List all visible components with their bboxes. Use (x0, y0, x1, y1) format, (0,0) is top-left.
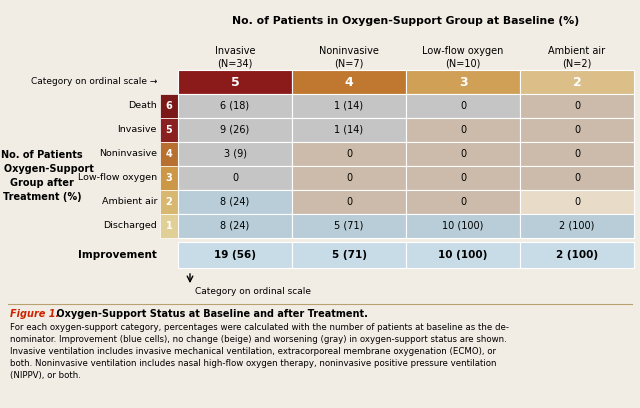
Text: 0: 0 (460, 173, 466, 183)
Text: Category on ordinal scale: Category on ordinal scale (195, 287, 311, 296)
Bar (520, 242, 634, 268)
Text: 10 (100): 10 (100) (438, 250, 488, 260)
Bar (406, 70, 520, 94)
Bar (520, 166, 634, 190)
Text: Death: Death (128, 102, 157, 111)
Bar (178, 166, 292, 190)
Bar (292, 214, 406, 238)
Text: 0: 0 (232, 173, 238, 183)
Text: 2 (100): 2 (100) (559, 221, 595, 231)
Bar (178, 190, 292, 214)
Text: 0: 0 (460, 149, 466, 159)
Text: both. Noninvasive ventilation includes nasal high-flow oxygen therapy, noninvasi: both. Noninvasive ventilation includes n… (10, 359, 497, 368)
Text: 8 (24): 8 (24) (220, 221, 250, 231)
Text: 2: 2 (573, 75, 581, 89)
Text: 3: 3 (459, 75, 467, 89)
Text: Invasive ventilation includes invasive mechanical ventilation, extracorporeal me: Invasive ventilation includes invasive m… (10, 347, 496, 356)
Text: 1 (14): 1 (14) (335, 101, 364, 111)
Text: 9 (26): 9 (26) (220, 125, 250, 135)
Bar (178, 142, 292, 166)
Bar (292, 242, 406, 268)
Bar (292, 166, 406, 190)
Bar (160, 118, 178, 142)
Bar (178, 242, 292, 268)
Bar (160, 94, 178, 118)
Text: Invasive
(N=34): Invasive (N=34) (215, 46, 255, 69)
Text: 1: 1 (166, 221, 172, 231)
Text: 5: 5 (166, 125, 172, 135)
Bar (160, 142, 178, 166)
Bar (292, 70, 406, 94)
Text: No. of Patients
in Oxygen-Support
Group after
Treatment (%): No. of Patients in Oxygen-Support Group … (0, 151, 94, 202)
Text: 10 (100): 10 (100) (442, 221, 484, 231)
Bar (178, 214, 292, 238)
Text: Figure 1.: Figure 1. (10, 309, 60, 319)
Text: 2 (100): 2 (100) (556, 250, 598, 260)
Text: Low-flow oxygen
(N=10): Low-flow oxygen (N=10) (422, 46, 504, 69)
Bar (520, 142, 634, 166)
Text: Improvement: Improvement (78, 250, 157, 260)
Text: 0: 0 (346, 197, 352, 207)
Text: (NIPPV), or both.: (NIPPV), or both. (10, 371, 81, 380)
Bar (160, 214, 178, 238)
Text: 0: 0 (574, 197, 580, 207)
Text: 0: 0 (346, 149, 352, 159)
Text: For each oxygen-support category, percentages were calculated with the number of: For each oxygen-support category, percen… (10, 323, 509, 332)
Text: 2: 2 (166, 197, 172, 207)
Text: Low-flow oxygen: Low-flow oxygen (78, 173, 157, 182)
Text: Noninvasive
(N=7): Noninvasive (N=7) (319, 46, 379, 69)
Bar (406, 214, 520, 238)
Bar (406, 242, 520, 268)
Text: 8 (24): 8 (24) (220, 197, 250, 207)
Text: No. of Patients in Oxygen-Support Group at Baseline (%): No. of Patients in Oxygen-Support Group … (232, 16, 580, 26)
Bar (292, 118, 406, 142)
Text: 6: 6 (166, 101, 172, 111)
Bar (178, 70, 292, 94)
Bar (406, 94, 520, 118)
Bar (406, 142, 520, 166)
Bar (406, 166, 520, 190)
Text: 0: 0 (574, 101, 580, 111)
Text: Ambient air: Ambient air (102, 197, 157, 206)
Text: 4: 4 (344, 75, 353, 89)
Text: 5: 5 (230, 75, 239, 89)
Text: 0: 0 (574, 173, 580, 183)
Text: 0: 0 (574, 149, 580, 159)
Bar (178, 118, 292, 142)
Bar (406, 190, 520, 214)
Text: Noninvasive: Noninvasive (99, 149, 157, 158)
Bar (520, 214, 634, 238)
Bar (520, 70, 634, 94)
Text: Invasive: Invasive (118, 126, 157, 135)
Bar (406, 118, 520, 142)
Text: 5 (71): 5 (71) (334, 221, 364, 231)
Text: 3 (9): 3 (9) (223, 149, 246, 159)
Text: 0: 0 (574, 125, 580, 135)
Text: 4: 4 (166, 149, 172, 159)
Text: 19 (56): 19 (56) (214, 250, 256, 260)
Text: Category on ordinal scale →: Category on ordinal scale → (31, 78, 157, 86)
Bar (292, 94, 406, 118)
Text: 1 (14): 1 (14) (335, 125, 364, 135)
Text: 3: 3 (166, 173, 172, 183)
Text: 0: 0 (460, 125, 466, 135)
Bar (292, 190, 406, 214)
Text: 0: 0 (460, 101, 466, 111)
Text: 0: 0 (346, 173, 352, 183)
Text: 0: 0 (460, 197, 466, 207)
Bar (520, 190, 634, 214)
Text: Oxygen-Support Status at Baseline and after Treatment.: Oxygen-Support Status at Baseline and af… (53, 309, 368, 319)
Bar (292, 142, 406, 166)
Text: Discharged: Discharged (103, 222, 157, 231)
Text: 6 (18): 6 (18) (220, 101, 250, 111)
Bar (520, 118, 634, 142)
Text: nominator. Improvement (blue cells), no change (beige) and worsening (gray) in o: nominator. Improvement (blue cells), no … (10, 335, 507, 344)
Text: 5 (71): 5 (71) (332, 250, 367, 260)
Bar (160, 190, 178, 214)
Bar (160, 166, 178, 190)
Text: Ambient air
(N=2): Ambient air (N=2) (548, 46, 605, 69)
Bar (178, 94, 292, 118)
Bar (520, 94, 634, 118)
